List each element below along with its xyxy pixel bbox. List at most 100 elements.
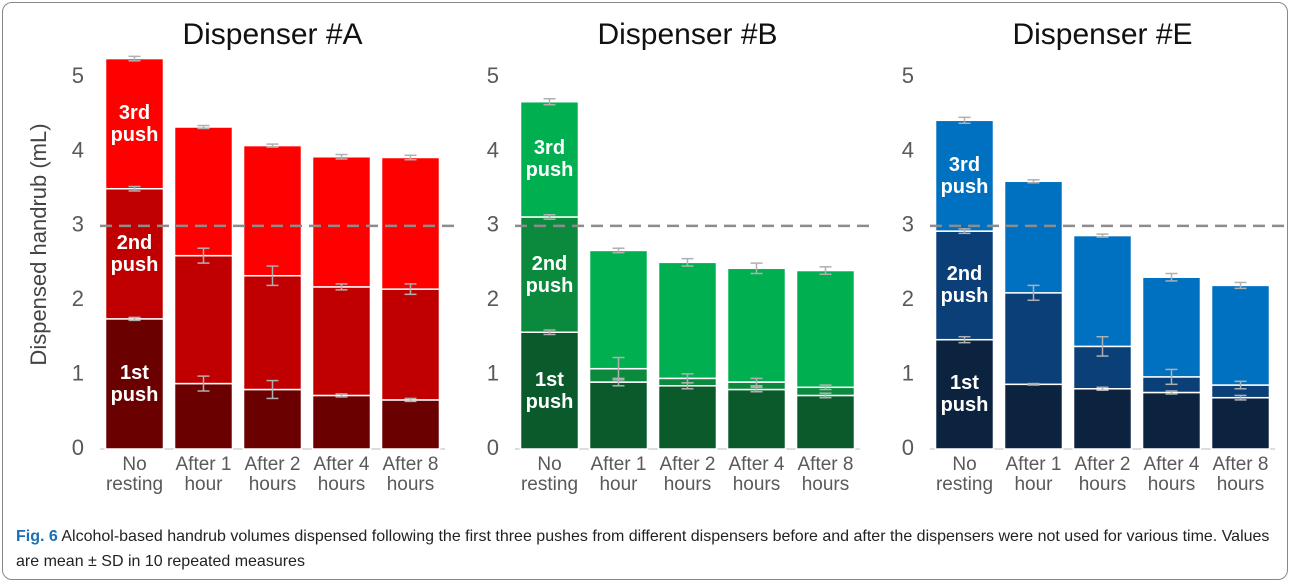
caption: Fig. 6 Alcohol-based handrub volumes dis… (16, 524, 1276, 574)
segment-label: 3rd push (110, 101, 159, 146)
error-bar (750, 262, 763, 275)
error-bar (266, 265, 279, 287)
error-bar (335, 393, 348, 398)
error-bar (335, 153, 348, 160)
y-tick-label: 2 (487, 286, 499, 311)
x-tick-label-box: No resting (936, 455, 993, 495)
x-tick-label-box: After 1 hour (175, 455, 232, 495)
x-tick-label: No resting (520, 455, 579, 495)
error-bar (681, 373, 694, 384)
x-tick-label-box: After 2 hours (1075, 455, 1131, 495)
error-bar (958, 335, 971, 344)
bar-segment (726, 388, 787, 450)
y-axis-label: Dispensed handrub (mL) (26, 123, 51, 365)
x-tick-label-box: After 2 hours (244, 455, 301, 495)
x-tick-label: After 1 hour (590, 455, 647, 495)
x-tick-label-box: After 8 hours (1212, 455, 1269, 495)
error-bar (681, 257, 694, 267)
bar-segment (311, 156, 372, 288)
bar-segment (726, 267, 787, 383)
segment-label-box: 2nd push (940, 263, 989, 308)
x-tick-label: No resting (105, 455, 164, 495)
x-tick-label: After 1 hour (175, 455, 232, 495)
error-bar (404, 397, 417, 403)
bar-segment (934, 230, 995, 341)
segment-label-box: 3rd push (941, 154, 989, 198)
bar-segment (519, 100, 580, 218)
bar-segment (588, 249, 649, 370)
bar-segment (104, 187, 165, 320)
error-bar (404, 154, 417, 161)
error-bar (1165, 368, 1178, 386)
segment-label: 2nd push (940, 263, 989, 308)
error-bar (197, 375, 210, 392)
error-bar (819, 392, 832, 399)
error-bar (404, 283, 417, 296)
y-tick-label: 3 (902, 212, 914, 237)
error-bar (266, 379, 279, 400)
x-tick-label: After 4 hours (728, 455, 785, 495)
x-tick-label: After 8 hours (382, 455, 439, 495)
error-bar (543, 329, 556, 336)
error-bar (128, 185, 141, 192)
error-bar (543, 97, 556, 106)
error-bar (1234, 394, 1247, 401)
caption-label: Fig. 6 (16, 528, 58, 545)
segment-label-box: 2nd push (525, 252, 574, 297)
x-tick-label: After 8 hours (1212, 455, 1269, 495)
y-tick-label: 4 (72, 137, 84, 162)
error-bar (543, 214, 556, 220)
error-bar (1234, 380, 1247, 390)
error-bar (335, 283, 348, 291)
error-bar (612, 356, 625, 381)
x-tick-label: After 2 hours (244, 455, 301, 495)
bar-segment (380, 156, 441, 290)
error-bar (1027, 284, 1040, 302)
segment-label-box: 3rd push (526, 137, 574, 181)
segment-label: 2nd push (525, 252, 574, 297)
error-bar (612, 247, 625, 254)
bar-segment (311, 286, 372, 397)
y-tick-label: 3 (72, 212, 84, 237)
bar-segment (380, 399, 441, 450)
segment-label-box: 1st push (941, 372, 989, 416)
y-tick-label: 0 (487, 435, 499, 460)
x-tick-label: After 2 hours (659, 455, 716, 495)
segment-label: 1st push (110, 361, 159, 406)
error-bar (1027, 382, 1040, 386)
x-tick-label-box: After 4 hours (1143, 455, 1200, 495)
error-bar (819, 384, 832, 391)
caption-text: Alcohol-based handrub volumes dispensed … (16, 528, 1270, 570)
bar-segment (1072, 234, 1133, 348)
bar-segment (242, 274, 303, 391)
error-bar (1096, 233, 1109, 238)
y-tick-label: 0 (72, 435, 84, 460)
bar-segment (104, 57, 165, 190)
y-tick-label: 1 (902, 360, 914, 385)
chart-title: Dispenser #E (1012, 18, 1192, 51)
error-bar (197, 124, 210, 130)
bar-segment (1210, 284, 1271, 386)
y-tick-label: 5 (72, 63, 84, 88)
bar-segment (1003, 292, 1064, 386)
y-tick-label: 3 (487, 212, 499, 237)
bar-segment (519, 216, 580, 333)
x-tick-label: After 4 hours (1143, 455, 1200, 495)
y-tick-label: 5 (487, 63, 499, 88)
y-tick-label: 4 (902, 137, 914, 162)
bar-segment (795, 394, 856, 450)
error-bar (197, 247, 210, 264)
bar-segment (173, 254, 234, 385)
error-bar (1234, 281, 1247, 290)
segment-label: 1st push (525, 368, 574, 413)
y-tick-label: 0 (902, 435, 914, 460)
segment-label-box: 1st push (110, 361, 159, 406)
bar-segment (242, 144, 303, 277)
bar-segment (1003, 180, 1064, 294)
chart-title: Dispenser #B (597, 18, 777, 51)
error-bar (958, 116, 971, 125)
bar-segment (1210, 396, 1271, 450)
x-tick-label: After 4 hours (313, 455, 370, 495)
bar-segment (104, 318, 165, 450)
x-tick-label-box: After 8 hours (382, 455, 439, 495)
